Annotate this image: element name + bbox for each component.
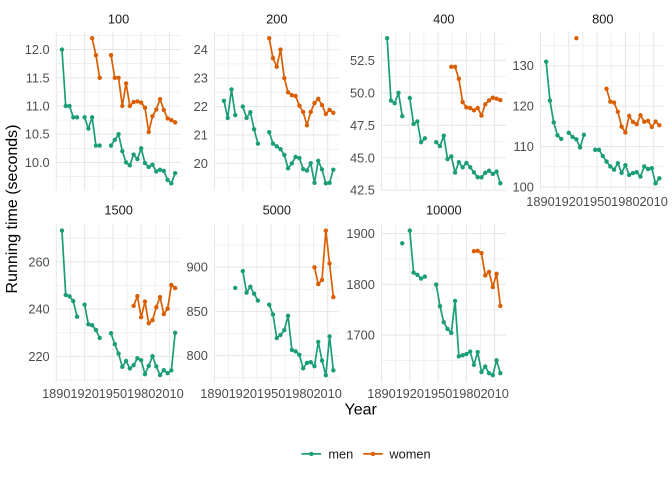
svg-text:men: men [328, 446, 353, 461]
svg-text:1980: 1980 [127, 386, 155, 401]
svg-text:Running time (seconds): Running time (seconds) [4, 125, 21, 294]
svg-text:1980: 1980 [285, 386, 313, 401]
svg-text:100: 100 [513, 180, 534, 195]
svg-text:2010: 2010 [155, 386, 183, 401]
svg-text:11.5: 11.5 [26, 70, 50, 85]
svg-text:1500: 1500 [104, 203, 132, 218]
svg-text:220: 220 [28, 349, 49, 364]
svg-text:5000: 5000 [263, 203, 291, 218]
svg-text:12.0: 12.0 [25, 42, 50, 57]
svg-text:42.5: 42.5 [350, 183, 375, 198]
svg-text:130: 130 [513, 58, 534, 73]
svg-text:1980: 1980 [611, 194, 639, 209]
svg-text:110: 110 [513, 139, 533, 154]
svg-text:120: 120 [513, 99, 534, 114]
svg-text:21: 21 [194, 127, 208, 142]
svg-text:10000: 10000 [426, 203, 462, 218]
svg-text:850: 850 [187, 304, 208, 319]
svg-text:2010: 2010 [639, 194, 667, 209]
svg-text:45.0: 45.0 [350, 150, 375, 165]
svg-text:1950: 1950 [257, 386, 285, 401]
svg-text:1920: 1920 [555, 194, 583, 209]
svg-text:50.0: 50.0 [350, 85, 375, 100]
svg-text:240: 240 [28, 302, 49, 317]
svg-text:1950: 1950 [99, 386, 127, 401]
svg-text:1890: 1890 [367, 386, 395, 401]
svg-text:2010: 2010 [313, 386, 341, 401]
svg-text:800: 800 [592, 12, 613, 27]
svg-text:1890: 1890 [526, 194, 554, 209]
svg-text:20: 20 [194, 156, 208, 171]
svg-text:1920: 1920 [70, 386, 98, 401]
svg-text:24: 24 [194, 42, 208, 57]
svg-text:22: 22 [194, 99, 208, 114]
svg-text:11.0: 11.0 [26, 99, 50, 114]
svg-text:1950: 1950 [424, 386, 452, 401]
svg-text:260: 260 [28, 254, 49, 269]
svg-text:Year: Year [345, 402, 378, 419]
svg-text:10.5: 10.5 [25, 127, 50, 142]
svg-text:women: women [388, 446, 430, 461]
svg-text:2010: 2010 [480, 386, 508, 401]
svg-text:52.5: 52.5 [350, 53, 375, 68]
svg-text:10.0: 10.0 [25, 155, 50, 170]
svg-text:1920: 1920 [396, 386, 424, 401]
svg-text:1890: 1890 [42, 386, 70, 401]
svg-text:900: 900 [187, 260, 208, 275]
svg-text:800: 800 [187, 348, 208, 363]
svg-text:1700: 1700 [346, 328, 374, 343]
svg-text:400: 400 [433, 12, 454, 27]
svg-text:100: 100 [108, 12, 129, 27]
svg-text:200: 200 [266, 12, 287, 27]
svg-text:1800: 1800 [346, 277, 374, 292]
svg-text:1950: 1950 [583, 194, 611, 209]
svg-text:1980: 1980 [452, 386, 480, 401]
svg-text:1920: 1920 [229, 386, 257, 401]
svg-text:23: 23 [194, 71, 208, 86]
svg-text:47.5: 47.5 [350, 118, 375, 133]
svg-text:1900: 1900 [346, 226, 374, 241]
svg-text:1890: 1890 [200, 386, 228, 401]
